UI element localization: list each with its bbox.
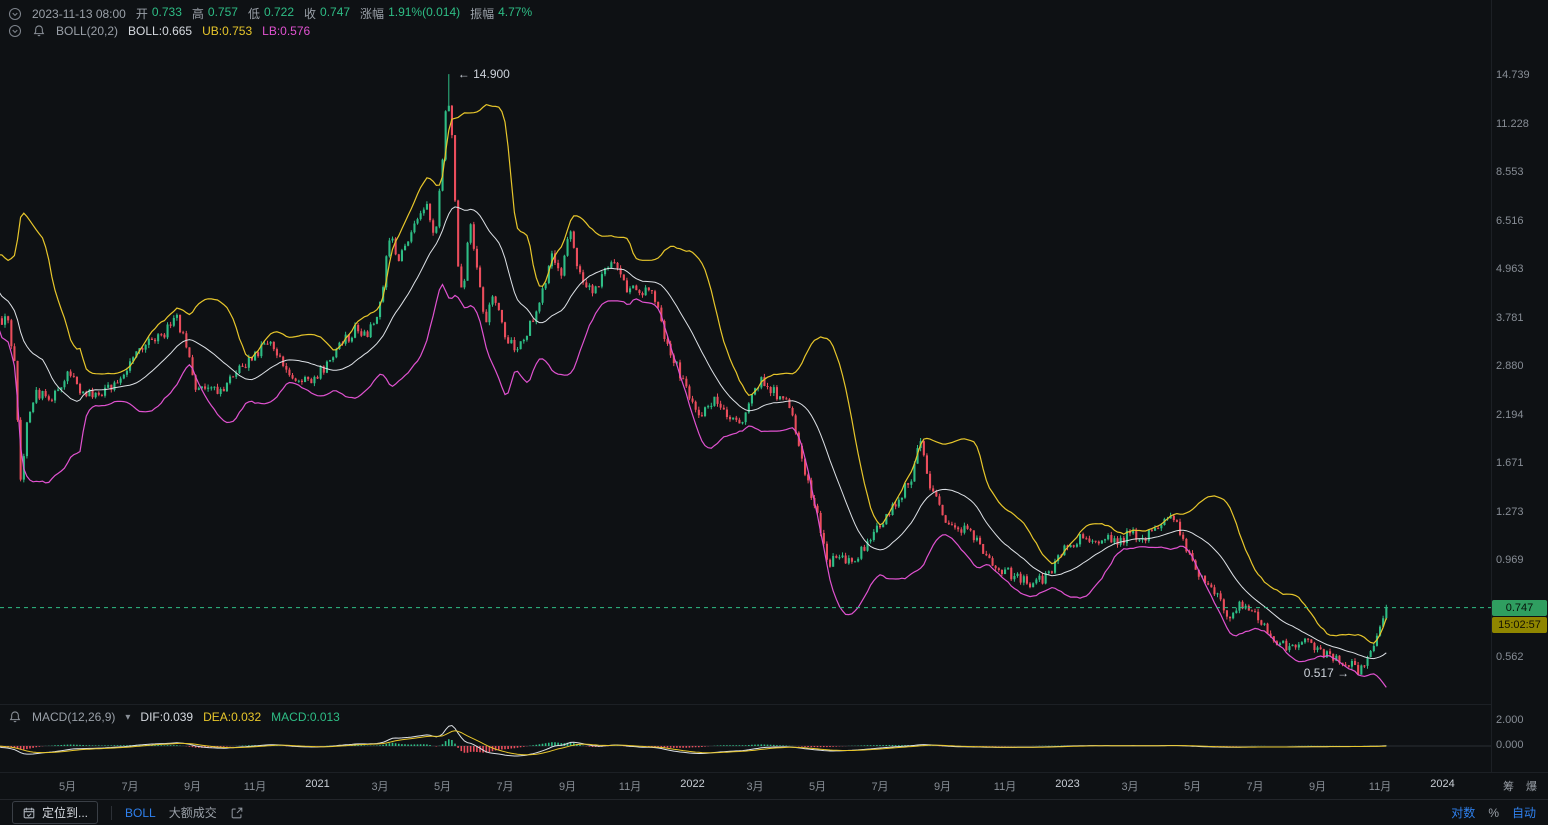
amplitude-value: 4.77% xyxy=(498,5,533,19)
dropdown-caret-icon[interactable]: ▾ xyxy=(125,711,131,723)
locate-date-button[interactable]: 定位到... xyxy=(12,801,99,824)
boll-mb-value: BOLL:0.665 xyxy=(128,24,193,38)
main-chart[interactable]: ← 14.900 0.517 → xyxy=(0,0,1548,799)
time-axis-label: 7月 xyxy=(496,781,514,793)
toolbar-boll-button[interactable]: BOLL xyxy=(125,805,156,820)
current-price-badge: 0.747 xyxy=(1492,599,1547,616)
boll-lb-value: LB:0.576 xyxy=(262,24,311,38)
collapse-chevron-icon[interactable] xyxy=(8,7,22,21)
high-annotation: ← 14.900 xyxy=(458,67,510,81)
price-axis-tick: 2.194 xyxy=(1496,408,1524,421)
high-value: 0.757 xyxy=(207,5,238,19)
candle-countdown-badge: 15:02:57 xyxy=(1492,617,1547,634)
locate-date-label: 定位到... xyxy=(42,806,89,820)
close-label: 收 xyxy=(304,7,317,21)
macd-axis-tick: 0.000 xyxy=(1496,739,1524,751)
macd-header-row: MACD(12,26,9) ▾ DIF:0.039 DEA:0.032 MACD… xyxy=(8,710,340,724)
time-axis-label: 9月 xyxy=(183,781,202,793)
time-axis-label: 5月 xyxy=(433,781,452,793)
price-axis-tick: 3.781 xyxy=(1496,311,1524,324)
macd-indicator-name[interactable]: MACD(12,26,9) xyxy=(32,710,116,724)
change-label: 涨幅 xyxy=(360,7,385,21)
time-axis-label: 11月 xyxy=(1368,781,1392,793)
bottom-toolbar: 定位到... BOLL 大额成交 对数 % 自动 xyxy=(0,799,1548,825)
boll-indicator-name[interactable]: BOLL(20,2) xyxy=(56,24,119,38)
candle-wicks-down xyxy=(1,105,1365,674)
toolbar-large-trades-button[interactable]: 大额成交 xyxy=(168,806,217,820)
chip-distribution-button[interactable]: 筹 xyxy=(1503,781,1514,793)
low-annotation: 0.517 → xyxy=(1304,666,1349,680)
open-value: 0.733 xyxy=(151,5,182,19)
time-axis-label: 3月 xyxy=(371,781,389,793)
external-link-icon[interactable] xyxy=(230,806,244,820)
price-axis[interactable]: 14.739 11.228 8.553 6.516 4.963 3.781 2.880 2.1… xyxy=(1492,0,1548,772)
time-axis-label: 2022 xyxy=(680,778,705,790)
close-value: 0.747 xyxy=(320,5,351,19)
time-axis-label: 2021 xyxy=(305,778,330,790)
price-axis-tick: 1.273 xyxy=(1496,505,1524,518)
price-axis-tick: 11.228 xyxy=(1496,117,1529,130)
macd-dea-line xyxy=(0,730,1387,756)
percent-scale-button[interactable]: % xyxy=(1488,805,1499,820)
boll-header-row: BOLL(20,2) BOLL:0.665 UB:0.753 LB:0.576 xyxy=(8,24,310,38)
boll-ub-value: UB:0.753 xyxy=(202,24,253,38)
time-axis-label: 9月 xyxy=(933,781,952,793)
alert-bell-icon[interactable] xyxy=(32,24,46,38)
macd-hist-up xyxy=(44,739,1388,746)
time-axis-label: 5月 xyxy=(1183,781,1202,793)
collapse-chevron-icon[interactable] xyxy=(8,24,22,38)
time-axis-label: 5月 xyxy=(58,781,77,793)
macd-dif-value: DIF:0.039 xyxy=(140,710,194,724)
price-axis-tick: 4.963 xyxy=(1496,263,1524,275)
macd-hist-value: MACD:0.013 xyxy=(271,710,340,724)
time-axis-label: 9月 xyxy=(1308,781,1327,793)
price-axis-tick: 8.553 xyxy=(1496,166,1524,178)
alert-bell-icon[interactable] xyxy=(8,710,22,724)
time-axis-label: 11月 xyxy=(618,781,642,793)
boll-lower-line xyxy=(0,283,1387,688)
time-axis-label: 3月 xyxy=(746,781,764,793)
toolbar-separator xyxy=(111,805,113,820)
time-axis-label: 2024 xyxy=(1430,778,1455,790)
time-axis-label: 3月 xyxy=(1121,781,1139,793)
macd-axis-tick: 2.000 xyxy=(1496,714,1524,726)
time-axis-label: 7月 xyxy=(1246,781,1264,793)
price-axis-tick: 6.516 xyxy=(1496,214,1524,227)
price-axis-tick: 0.562 xyxy=(1496,651,1524,664)
log-scale-button[interactable]: 对数 xyxy=(1451,806,1476,820)
low-value: 0.722 xyxy=(263,5,294,19)
macd-pane[interactable] xyxy=(0,724,1491,757)
high-label: 高 xyxy=(191,7,204,21)
macd-dea-value: DEA:0.032 xyxy=(203,710,262,724)
time-axis-label: 11月 xyxy=(243,781,267,793)
price-axis-tick: 0.969 xyxy=(1496,554,1524,567)
time-axis-label: 5月 xyxy=(808,781,827,793)
calendar-icon xyxy=(22,806,36,820)
time-axis-label: 7月 xyxy=(871,781,889,793)
candle-wicks-up xyxy=(4,74,1387,673)
liquidation-button[interactable]: 爆 xyxy=(1526,781,1537,793)
boll-mid-line xyxy=(0,206,1387,660)
time-axis-label: 11月 xyxy=(993,781,1017,793)
time-axis-label: 9月 xyxy=(558,781,577,793)
low-label: 低 xyxy=(247,7,260,21)
price-axis-tick: 14.739 xyxy=(1496,69,1530,81)
auto-scale-button[interactable]: 自动 xyxy=(1511,806,1536,820)
time-axis-label: 2023 xyxy=(1055,778,1080,790)
candles-pane[interactable]: ← 14.900 0.517 → xyxy=(0,67,1491,688)
price-axis-tick: 1.671 xyxy=(1496,457,1524,470)
time-axis-label: 7月 xyxy=(121,781,139,793)
change-value: 1.91%(0.014) xyxy=(388,5,461,19)
time-axis[interactable]: 筹 爆 5月 7月 9月 11月 2021 3月 5月 7月 9月 11月 2022 3月 5月 7月 9月… xyxy=(0,772,1548,799)
price-axis-tick: 2.880 xyxy=(1496,360,1524,372)
amplitude-label: 振幅 xyxy=(470,7,495,21)
boll-upper-line xyxy=(0,103,1387,644)
open-label: 开 xyxy=(135,7,148,21)
candle-bodies-down xyxy=(0,105,1366,675)
candle-datetime: 2023-11-13 08:00 xyxy=(32,6,126,21)
